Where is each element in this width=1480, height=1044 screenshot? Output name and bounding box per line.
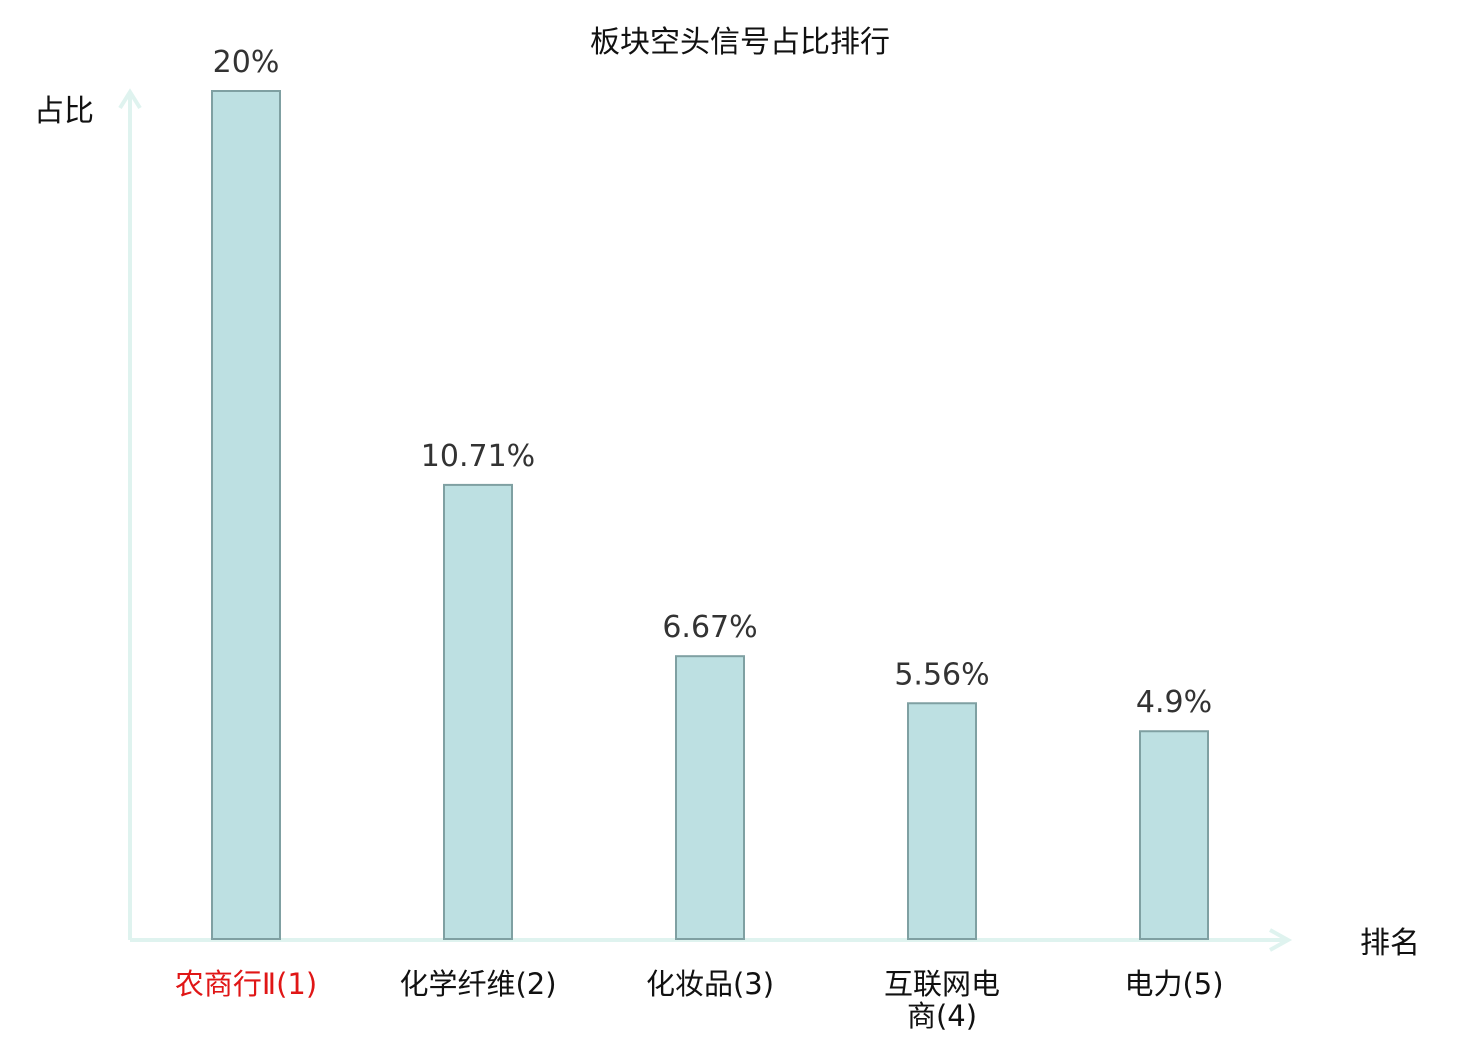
category-label-line: 化学纤维(2) — [399, 967, 556, 1001]
bar-value-label: 4.9% — [1136, 685, 1212, 720]
bar — [675, 655, 745, 941]
category-label-line: 互联网电 — [884, 967, 1000, 1001]
bars-group — [211, 90, 1209, 941]
category-label-line: 农商行Ⅱ(1) — [175, 967, 317, 1001]
bar-value-label: 5.56% — [894, 657, 989, 692]
category-label: 互联网电商(4) — [884, 967, 1000, 1033]
category-label-line: 电力(5) — [1124, 967, 1223, 1001]
category-label-line: 商(4) — [907, 999, 977, 1033]
chart-title: 板块空头信号占比排行 — [590, 25, 890, 60]
y-axis-arrow — [118, 88, 142, 110]
category-labels-group: 农商行Ⅱ(1) 化学纤维(2) 化妆品(3) 互联网电商(4) 电力(5) — [175, 967, 1224, 1033]
bar — [907, 702, 977, 940]
bar — [1139, 730, 1209, 940]
bar-value-label: 20% — [213, 45, 280, 80]
category-label-line: 化妆品(3) — [646, 967, 774, 1001]
y-axis-label: 占比 — [34, 94, 94, 129]
value-labels-group: 20% 10.71% 6.67% 5.56% 4.9% — [213, 45, 1212, 720]
x-axis-arrow — [1269, 928, 1293, 952]
x-axis-label: 排名 — [1360, 926, 1420, 961]
bar-value-label: 6.67% — [662, 610, 757, 645]
category-label: 电力(5) — [1124, 967, 1223, 1001]
category-label: 化学纤维(2) — [399, 967, 556, 1001]
category-label: 农商行Ⅱ(1) — [175, 967, 317, 1001]
bar — [211, 90, 281, 940]
bar-value-label: 10.71% — [421, 439, 535, 474]
bar — [443, 483, 513, 940]
category-label: 化妆品(3) — [646, 967, 774, 1001]
